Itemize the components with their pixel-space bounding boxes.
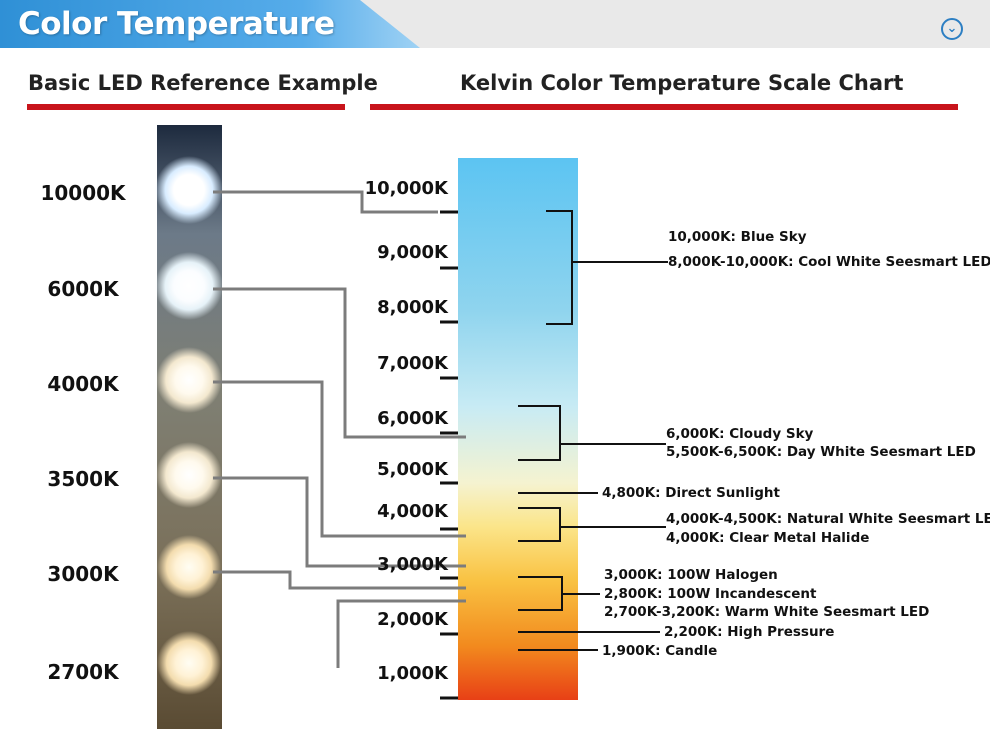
ref-label-3500k: 3500K [47, 467, 119, 491]
tick-label-4000k: 4,000K [377, 501, 448, 522]
note-high-pressure: 2,200K: High Pressure [664, 624, 835, 640]
note-natural-white-led: 4,000K-4,500K: Natural White Seesmart LE… [666, 511, 990, 527]
page-title: Color Temperature [18, 6, 335, 42]
note-blue-sky: 10,000K: Blue Sky [668, 229, 807, 245]
ref-label-3000k: 3000K [47, 562, 119, 586]
left-section-title: Basic LED Reference Example [28, 71, 378, 95]
ref-label-10000k: 10000K [40, 181, 126, 205]
tick-label-2000k: 2,000K [377, 609, 448, 630]
led-strip [157, 125, 222, 729]
header-bar: Color Temperature ⌄ [0, 0, 990, 48]
tick-label-9000k: 9,000K [377, 242, 448, 263]
note-warm-white-led: 2,700K-3,200K: Warm White Seesmart LED [604, 604, 930, 620]
right-title-underline [370, 104, 958, 110]
led-3500k [156, 442, 222, 508]
led-connectors [213, 190, 466, 668]
ref-label-4000k: 4000K [47, 372, 119, 396]
led-3000k [157, 535, 221, 599]
ref-label-2700k: 2700K [47, 660, 119, 684]
led-6000k [155, 252, 223, 320]
led-2700k [157, 631, 221, 695]
note-candle: 1,900K: Candle [602, 643, 718, 659]
ref-label-6000k: 6000K [47, 277, 119, 301]
tick-label-5000k: 5,000K [377, 459, 448, 480]
scale-ticks [440, 210, 458, 700]
note-day-white-led: 5,500K-6,500K: Day White Seesmart LED [666, 444, 976, 460]
note-halogen: 3,000K: 100W Halogen [604, 567, 778, 583]
tick-label-10000k: 10,000K [364, 178, 448, 199]
led-4000k [156, 347, 222, 413]
tick-label-7000k: 7,000K [377, 353, 448, 374]
note-cloudy-sky: 6,000K: Cloudy Sky [666, 426, 814, 442]
note-metal-halide: 4,000K: Clear Metal Halide [666, 530, 870, 546]
header-tab [0, 0, 420, 48]
tick-label-1000k: 1,000K [377, 663, 448, 684]
tick-label-3000k: 3,000K [377, 554, 448, 575]
note-cool-white-led: 8,000K-10,000K: Cool White Seesmart LED [668, 254, 990, 270]
note-incandescent: 2,800K: 100W Incandescent [604, 586, 817, 602]
tick-label-8000k: 8,000K [377, 297, 448, 318]
annotation-brackets [518, 210, 668, 651]
chevron-down-icon[interactable]: ⌄ [941, 18, 963, 40]
led-10000k [155, 156, 223, 224]
note-direct-sunlight: 4,800K: Direct Sunlight [602, 485, 780, 501]
left-title-underline [27, 104, 345, 110]
right-section-title: Kelvin Color Temperature Scale Chart [460, 71, 904, 95]
tick-label-6000k: 6,000K [377, 408, 448, 429]
